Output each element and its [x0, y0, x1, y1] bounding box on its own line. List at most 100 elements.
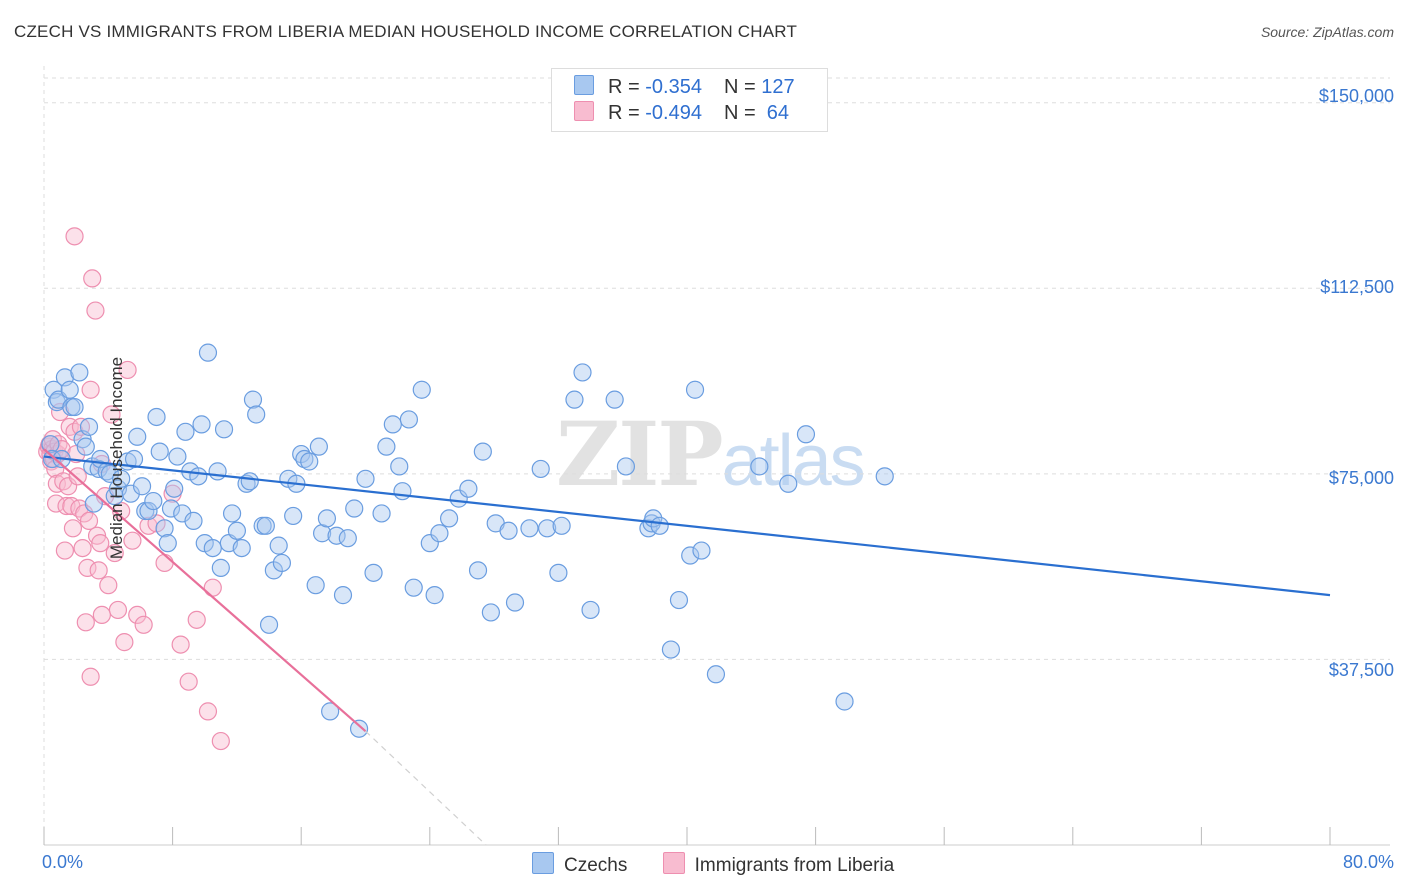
liberia-point: [89, 561, 108, 580]
czechs-point: [214, 420, 234, 439]
czechs-point: [128, 427, 147, 446]
liberia-point: [86, 301, 105, 320]
liberia-point: [68, 467, 87, 486]
czechs-point: [468, 561, 488, 580]
czechs-point: [168, 447, 187, 466]
czechs-point: [100, 464, 120, 483]
czechs-point: [198, 343, 218, 362]
liberia-trend-line: [43, 448, 367, 733]
czechs-point: [124, 449, 144, 469]
liberia-point: [46, 494, 66, 513]
czechs-point: [65, 397, 84, 417]
liberia-point: [108, 600, 128, 620]
liberia-point: [115, 633, 134, 652]
czechs-point: [208, 462, 227, 481]
czechs-point: [399, 410, 419, 429]
liberia-point: [99, 576, 118, 595]
czechs-point: [390, 457, 409, 476]
legend-row-liberia: R = -0.494 N = 64: [574, 101, 789, 125]
chart-title: CZECH VS IMMIGRANTS FROM LIBERIA MEDIAN …: [14, 22, 798, 41]
liberia-point: [203, 578, 222, 597]
liberia-trend-extension: [365, 730, 487, 846]
liberia-point: [73, 538, 92, 558]
liberia-point: [198, 702, 218, 721]
czechs-point: [473, 442, 492, 461]
czechs-point: [661, 640, 681, 659]
watermark-zip: ZIP: [556, 402, 724, 506]
czechs-point: [147, 407, 166, 427]
liberia-point: [55, 541, 74, 560]
czechs-point: [372, 504, 391, 523]
czechs-point: [227, 521, 246, 540]
liberia-point: [81, 380, 100, 399]
y-tick-label: $75,000: [1328, 468, 1394, 488]
czechs-point: [669, 590, 689, 610]
czechs-point: [565, 390, 584, 409]
y-tick-label: $37,500: [1328, 660, 1394, 680]
liberia-point: [91, 534, 110, 553]
czechs-point: [581, 600, 600, 620]
czechs-point: [256, 516, 275, 535]
czechs-point: [132, 477, 152, 496]
czechs-swatch: [574, 75, 594, 95]
liberia-point: [179, 672, 198, 691]
liberia-point: [123, 531, 142, 550]
czechs-point: [155, 519, 174, 538]
liberia-point: [118, 360, 137, 380]
czechs-trend-line: [43, 455, 1331, 597]
czechs-point: [41, 435, 60, 454]
czechs-point: [240, 472, 259, 491]
liberia-point: [76, 613, 95, 632]
czechs-point: [681, 546, 700, 565]
czechs-point: [412, 380, 431, 399]
czechs-point: [439, 509, 459, 528]
liberia-point: [211, 731, 230, 751]
czechs-point: [430, 524, 449, 543]
czechs-point: [121, 484, 140, 503]
czechs-point: [796, 425, 816, 444]
liberia-point: [65, 227, 84, 246]
x-tick-label-min: 0.0%: [42, 852, 84, 872]
czechs-point: [393, 482, 412, 501]
liberia-point: [155, 553, 174, 573]
czechs-point: [317, 509, 337, 528]
liberia-point: [92, 605, 111, 625]
czechs-point: [184, 511, 203, 530]
liberia-swatch: [574, 101, 594, 121]
correlation-legend: R = -0.354 N = 127 R = -0.494 N = 64: [551, 68, 828, 132]
legend-item-czechs[interactable]: Czechs: [532, 852, 627, 877]
czechs-point: [309, 437, 328, 456]
czechs-point: [650, 516, 669, 535]
czechs-point: [835, 692, 854, 711]
liberia-point: [83, 269, 102, 288]
czechs-point: [573, 363, 592, 382]
czechs-point: [327, 526, 346, 545]
czechs-point: [284, 506, 303, 526]
czechs-point: [639, 519, 658, 538]
czechs-point: [481, 603, 500, 622]
liberia-point: [79, 511, 99, 530]
liberia-point: [59, 477, 78, 496]
czechs-point: [706, 665, 726, 684]
liberia-point: [105, 543, 124, 563]
czechs-point: [269, 536, 288, 555]
czechs-point: [605, 390, 624, 409]
watermark-atlas: atlas: [721, 421, 866, 501]
czechs-point: [404, 578, 423, 597]
czechs-point: [383, 415, 402, 434]
czechs-point: [531, 459, 550, 479]
czechs-point: [173, 504, 192, 523]
czechs-point: [60, 380, 79, 399]
czechs-point: [364, 563, 383, 582]
x-tick-label-max: 80.0%: [1342, 852, 1394, 872]
legend-item-liberia[interactable]: Immigrants from Liberia: [662, 852, 894, 877]
czechs-point: [192, 415, 211, 434]
y-tick-label: $112,500: [1320, 277, 1394, 297]
liberia-legend-swatch: [662, 852, 685, 874]
czechs-r-value: -0.354: [645, 76, 702, 98]
y-tick-label: $150,000: [1318, 86, 1394, 106]
czechs-point: [875, 467, 894, 486]
source-label: Source: ZipAtlas.com: [1260, 24, 1394, 40]
czechs-point: [176, 422, 195, 441]
